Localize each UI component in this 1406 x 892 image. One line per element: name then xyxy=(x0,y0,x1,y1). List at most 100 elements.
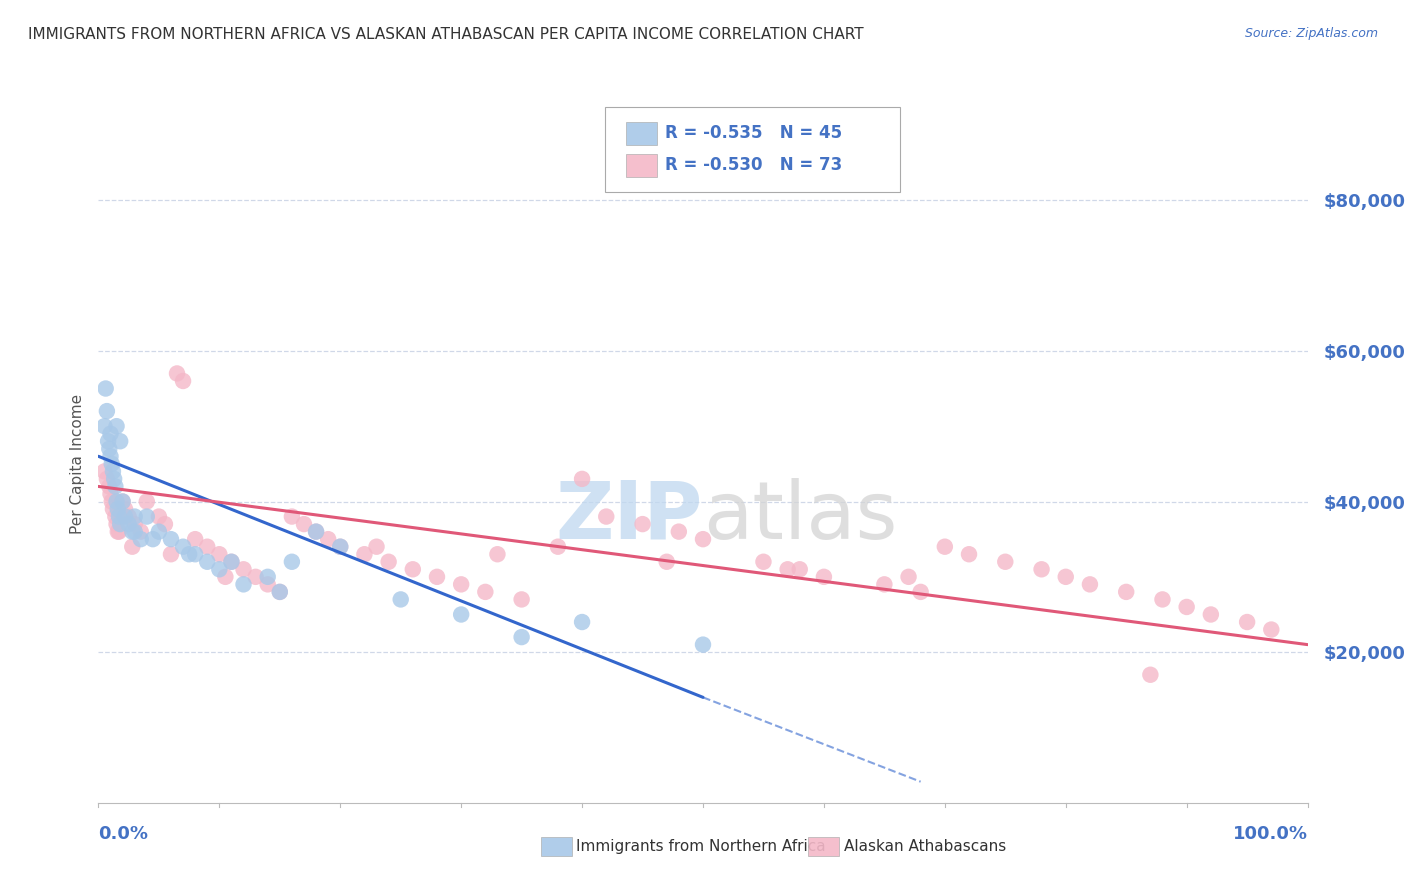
Text: atlas: atlas xyxy=(703,477,897,556)
Text: Immigrants from Northern Africa: Immigrants from Northern Africa xyxy=(576,839,827,854)
Point xyxy=(1078,577,1101,591)
Point xyxy=(93,464,115,478)
Point xyxy=(195,540,218,554)
Point xyxy=(1260,623,1282,637)
Text: IMMIGRANTS FROM NORTHERN AFRICA VS ALASKAN ATHABASCAN PER CAPITA INCOME CORRELAT: IMMIGRANTS FROM NORTHERN AFRICA VS ALASK… xyxy=(28,27,863,42)
Y-axis label: Per Capita Income: Per Capita Income xyxy=(69,393,84,534)
Point xyxy=(148,509,170,524)
Point xyxy=(179,547,201,561)
Point xyxy=(214,570,236,584)
Point xyxy=(100,426,122,441)
Point xyxy=(101,464,124,478)
Point xyxy=(94,382,117,396)
Point xyxy=(124,524,146,539)
Text: Source: ZipAtlas.com: Source: ZipAtlas.com xyxy=(1244,27,1378,40)
Point xyxy=(292,517,315,532)
Point xyxy=(124,509,146,524)
Point xyxy=(510,630,533,644)
Point xyxy=(1152,592,1174,607)
Point xyxy=(221,555,243,569)
Point xyxy=(426,570,449,584)
Point xyxy=(402,562,425,576)
Point xyxy=(100,494,122,508)
Point xyxy=(353,547,375,561)
Point xyxy=(1115,585,1137,599)
Point xyxy=(668,524,690,539)
Point xyxy=(160,547,183,561)
Point xyxy=(366,540,388,554)
Point xyxy=(118,517,141,532)
Point xyxy=(1139,667,1161,681)
Point xyxy=(269,585,291,599)
Point xyxy=(813,570,835,584)
Point xyxy=(316,532,339,546)
Point xyxy=(97,434,120,449)
Point xyxy=(172,374,194,388)
Point xyxy=(135,494,157,508)
Point xyxy=(98,442,121,456)
Point xyxy=(166,367,188,381)
Point xyxy=(1199,607,1222,622)
Text: R = -0.530   N = 73: R = -0.530 N = 73 xyxy=(665,156,842,174)
Point xyxy=(96,472,118,486)
Text: ZIP: ZIP xyxy=(555,477,703,556)
Point xyxy=(752,555,775,569)
Point xyxy=(305,524,328,539)
Point xyxy=(281,555,304,569)
Point xyxy=(571,472,593,486)
Point xyxy=(111,494,134,508)
Point xyxy=(107,524,129,539)
Point xyxy=(108,509,131,524)
Point xyxy=(256,570,278,584)
Point xyxy=(776,562,799,576)
Point xyxy=(108,517,131,532)
Point xyxy=(108,524,131,539)
Point xyxy=(135,509,157,524)
Point xyxy=(121,540,143,554)
Point xyxy=(450,577,472,591)
Text: 100.0%: 100.0% xyxy=(1233,825,1308,843)
Text: Alaskan Athabascans: Alaskan Athabascans xyxy=(844,839,1005,854)
Point xyxy=(148,524,170,539)
Point xyxy=(1054,570,1077,584)
Point xyxy=(1175,599,1198,614)
Point xyxy=(692,638,714,652)
Point xyxy=(994,555,1017,569)
Point xyxy=(104,509,127,524)
Point xyxy=(129,532,152,546)
Point xyxy=(184,547,207,561)
Point xyxy=(124,517,146,532)
Point xyxy=(329,540,352,554)
Point xyxy=(96,404,118,418)
Point xyxy=(114,509,136,524)
Point xyxy=(105,494,128,508)
Point xyxy=(595,509,617,524)
Point xyxy=(245,570,267,584)
Point xyxy=(172,540,194,554)
Point xyxy=(631,517,654,532)
Point xyxy=(129,524,152,539)
Point xyxy=(153,517,176,532)
Point xyxy=(305,524,328,539)
Point xyxy=(256,577,278,591)
Point xyxy=(101,502,124,516)
Point xyxy=(655,555,678,569)
Point xyxy=(142,532,165,546)
Point xyxy=(100,487,122,501)
Point xyxy=(329,540,352,554)
Point xyxy=(108,509,131,524)
Point xyxy=(98,479,121,493)
Point xyxy=(118,509,141,524)
Point xyxy=(104,479,127,493)
Point xyxy=(957,547,980,561)
Point xyxy=(103,472,125,486)
Point xyxy=(184,532,207,546)
Point xyxy=(160,532,183,546)
Point xyxy=(93,419,115,434)
Point xyxy=(281,509,304,524)
Point xyxy=(105,419,128,434)
Point xyxy=(195,555,218,569)
Point xyxy=(450,607,472,622)
Text: R = -0.535   N = 45: R = -0.535 N = 45 xyxy=(665,124,842,142)
Point xyxy=(934,540,956,554)
